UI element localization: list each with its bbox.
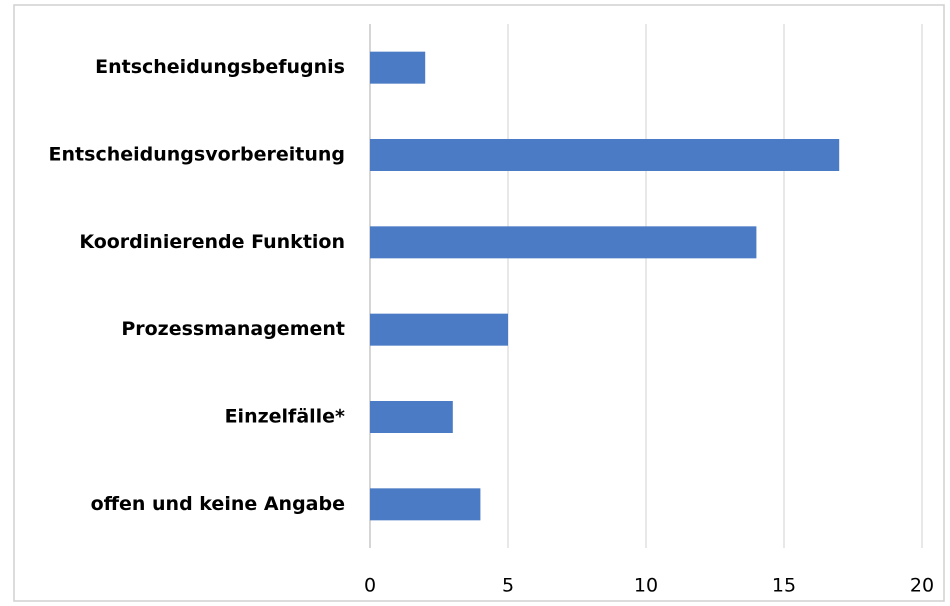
y-tick-label: Einzelfälle* <box>225 406 345 428</box>
x-tick-label: 10 <box>634 575 658 597</box>
y-tick-label: Entscheidungsbefugnis <box>95 56 345 78</box>
x-tick-label: 15 <box>772 575 796 597</box>
y-tick-label: offen und keine Angabe <box>91 493 345 515</box>
bar <box>370 139 840 171</box>
bar <box>370 401 453 433</box>
bar <box>370 313 508 346</box>
y-tick-label: Prozessmanagement <box>121 318 345 340</box>
bar <box>370 51 426 84</box>
x-tick-label: 20 <box>910 575 934 597</box>
x-tick-label: 0 <box>364 575 376 597</box>
y-tick-label: Koordinierende Funktion <box>79 231 345 253</box>
bar <box>370 226 757 259</box>
x-tick-label: 5 <box>502 575 514 597</box>
y-tick-label: Entscheidungsvorbereitung <box>49 144 345 166</box>
bar <box>370 488 481 521</box>
